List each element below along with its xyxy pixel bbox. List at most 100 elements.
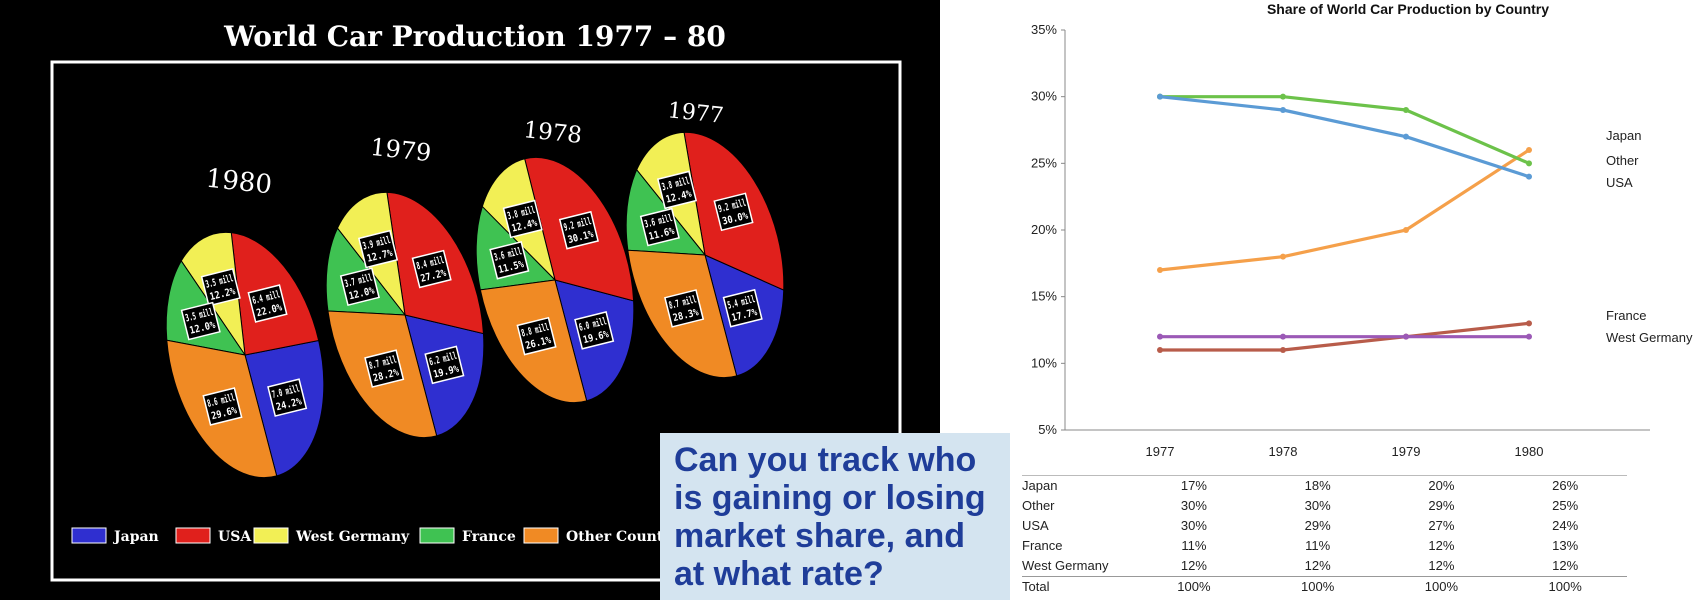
legend-swatch [419, 527, 455, 544]
question-callout: Can you track who is gaining or losing m… [660, 433, 1010, 600]
legend-swatch [523, 527, 559, 544]
line-chart-panel: Share of World Car Production by Country… [1010, 0, 1707, 600]
y-tick-label: 5% [1038, 422, 1057, 437]
table-cell: 30% [1180, 518, 1207, 533]
pie-year-label: 1977 [667, 98, 725, 129]
table-row: USA 30% 29% 27% 24% [1022, 516, 1627, 536]
table-cell: 13% [1552, 538, 1579, 553]
table-cell: 100% [1132, 576, 1256, 597]
data-point [1157, 333, 1163, 340]
table-row-label: Total [1022, 576, 1132, 597]
data-point [1280, 107, 1286, 113]
data-point [1280, 333, 1286, 340]
x-tick-label: 1979 [1392, 444, 1421, 459]
y-tick-label: 30% [1031, 89, 1057, 104]
table-cell: 100% [1503, 576, 1627, 597]
series-line [1159, 95, 1530, 179]
data-table: Japan 17% 18% 20% 26% Other 30% 30% 29% 25% USA 30%… [1022, 475, 1627, 597]
table-cell: 29% [1428, 498, 1455, 513]
pie-chart-canvas: World Car Production 1977 – 80 1980 7.0 m… [50, 20, 902, 582]
table-cell: 12% [1180, 558, 1207, 573]
data-point [1526, 173, 1532, 180]
table-cell: 12% [1304, 558, 1331, 573]
table-cell: 30% [1304, 498, 1331, 513]
series-label: West Germany [1606, 330, 1693, 345]
line-chart: Share of World Car Production by Country… [1031, 1, 1693, 459]
series-label: Japan [1606, 128, 1641, 143]
table-cell: 100% [1255, 576, 1380, 597]
pie-legend: Japan USA West Germany France Other Count [71, 527, 664, 545]
table-row-label: Other [1022, 498, 1055, 513]
y-tick-label: 20% [1031, 222, 1057, 237]
x-tick-label: 1978 [1269, 444, 1298, 459]
series-line [1160, 321, 1530, 352]
series-label: USA [1606, 175, 1633, 190]
series-labels: Japan Other USA France West Germany [1606, 128, 1693, 345]
data-point [1280, 253, 1286, 260]
question-line: Can you track who [674, 441, 977, 479]
table-cell: 12% [1428, 558, 1455, 573]
data-point [1280, 93, 1286, 100]
pie-year-label: 1980 [204, 164, 273, 201]
data-point [1157, 93, 1163, 100]
pie-year-label: 1979 [369, 133, 433, 167]
table-cell: 20% [1379, 475, 1504, 496]
pie-chart-frame [50, 60, 902, 582]
pie-year-label: 1978 [522, 117, 583, 149]
table-cell: 17% [1132, 475, 1256, 496]
series-label: Other [1606, 153, 1639, 168]
legend-label: West Germany [295, 529, 410, 545]
data-point [1403, 107, 1409, 113]
table-row: France 11% 11% 12% 13% [1022, 536, 1627, 556]
table-cell: 26% [1503, 475, 1627, 496]
legend-swatch [253, 527, 289, 544]
legend-label: USA [218, 529, 252, 545]
data-point [1526, 333, 1532, 340]
y-tick-label: 15% [1031, 289, 1057, 304]
y-tick-label: 35% [1031, 22, 1057, 37]
legend-label: Other Count [566, 529, 664, 545]
pie-chart-title: World Car Production 1977 – 80 [223, 20, 726, 53]
legend-label: Japan [112, 529, 159, 545]
data-point [1403, 333, 1409, 340]
table-row-label: Japan [1022, 475, 1132, 496]
table-cell: 18% [1255, 475, 1380, 496]
question-line: is gaining or losing [674, 479, 986, 517]
table-row-label: West Germany [1022, 558, 1109, 573]
question-line: market share, and [674, 517, 966, 555]
legend-swatch [71, 527, 107, 544]
table-row: West Germany 12% 12% 12% 12% [1022, 556, 1627, 577]
series-label: France [1606, 308, 1646, 323]
table-cell: 24% [1552, 518, 1579, 533]
data-point [1157, 347, 1163, 353]
y-tick-label: 25% [1031, 155, 1057, 170]
y-tick-label: 10% [1031, 355, 1057, 370]
question-line: at what rate? [674, 555, 884, 593]
data-point [1157, 267, 1163, 273]
table-row: Other 30% 30% 29% 25% [1022, 496, 1627, 516]
series-line [1159, 148, 1530, 272]
table-row-label: USA [1022, 518, 1049, 533]
